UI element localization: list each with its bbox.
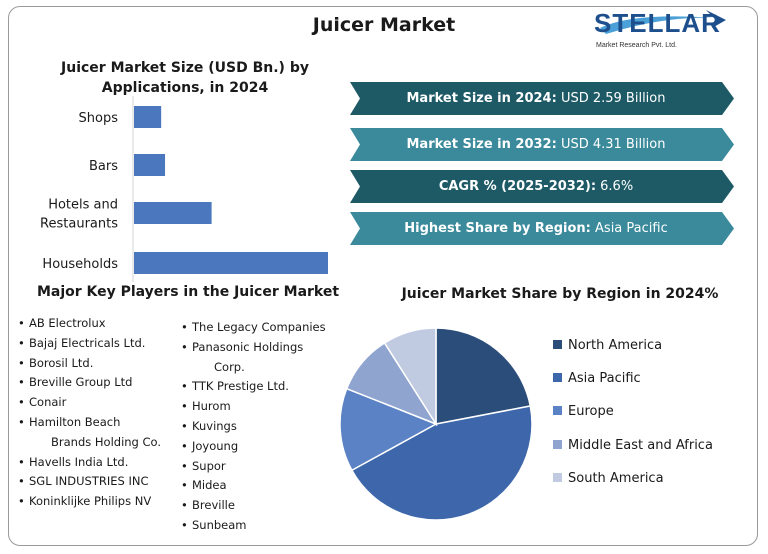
key-players-column-1: AB Electrolux Bajaj Electricals Ltd. Boros…	[18, 314, 188, 512]
legend-label: North America	[568, 338, 663, 353]
key-player-item: Joyoung	[181, 437, 341, 457]
key-player-name: Supor	[192, 458, 226, 473]
legend-label: Asia Pacific	[568, 371, 641, 387]
stellar-logo: STELLAR Market Research Pvt. Ltd.	[594, 6, 734, 54]
key-player-item: Breville Group Ltd	[18, 373, 188, 393]
key-player-item: SGL INDUSTRIES INC	[18, 472, 188, 492]
legend-swatch	[553, 340, 562, 349]
key-player-name: Bajaj Electricals Ltd.	[29, 335, 146, 350]
banner-value: USD 2.59 Billion	[556, 91, 666, 106]
key-player-name: Sunbeam	[192, 517, 247, 532]
bar-category-label: Shops	[79, 111, 119, 126]
banner-highest-share-region: Highest Share by Region: Asia Pacific	[350, 212, 734, 245]
key-player-name: TTK Prestige Ltd.	[192, 379, 289, 394]
banner-market-size-2024: Market Size in 2024: USD 2.59 Billion	[350, 82, 734, 115]
key-player-name: The Legacy Companies	[192, 320, 326, 334]
key-player-name: Midea	[192, 478, 227, 493]
key-player-name: Breville Group Ltd	[29, 375, 133, 390]
key-player-item: Supor	[181, 457, 341, 477]
pie-slice-north-america	[435, 327, 532, 425]
key-player-name: Kuvings	[192, 418, 237, 433]
legend-swatch	[553, 439, 562, 449]
bar-bars	[134, 154, 166, 176]
key-player-name: Borosil Ltd.	[29, 355, 94, 370]
infographic-frame	[8, 6, 758, 546]
banner-market-size-2032: Market Size in 2032: USD 4.31 Billion	[350, 128, 734, 161]
key-player-item: Panasonic Holdings Corp.	[181, 338, 341, 378]
banner-value: 6.6%	[596, 179, 634, 194]
key-player-item: Sunbeam	[181, 516, 341, 536]
key-player-item: TTK Prestige Ltd.	[181, 377, 341, 397]
banner-label: Highest Share by Region:	[404, 221, 591, 236]
key-player-item: Koninklijke Philips NV	[18, 492, 188, 512]
key-player-name: Hamilton Beach	[29, 414, 121, 429]
key-player-name: Hurom	[192, 399, 231, 414]
bar-shops	[134, 106, 162, 128]
key-player-item: Midea	[181, 476, 341, 496]
key-player-name: Koninklijke Philips NV	[29, 494, 152, 509]
legend-label: South America	[568, 470, 664, 486]
pie-chart-title: Juicer Market Share by Region in 2024%	[401, 286, 719, 302]
banner-arrow-shape	[350, 170, 734, 203]
pie-slice-south-america	[383, 327, 437, 427]
legend-label: Europe	[568, 404, 614, 420]
key-player-item: Hurom	[181, 397, 341, 417]
legend-swatch	[553, 406, 562, 416]
banner-label: CAGR % (2025-2032):	[438, 179, 597, 194]
legend-swatch	[553, 472, 562, 482]
legend-item: Asia Pacific	[553, 371, 713, 404]
logo-name: STELLAR	[594, 8, 721, 38]
key-player-item: Bajaj Electricals Ltd.	[18, 334, 188, 354]
banner-arrow-shape	[350, 128, 734, 161]
key-player-item: AB Electrolux	[18, 314, 188, 334]
applications-bar-chart: Shops Bars Hotels and Restaurants Households	[40, 96, 328, 282]
legend-item: North America	[553, 338, 713, 371]
key-player-name: Conair	[29, 395, 67, 410]
key-player-item: Hamilton Beach Brands Holding Co.	[18, 413, 188, 453]
key-player-item: Kuvings	[181, 417, 341, 437]
key-players-column-2: The Legacy Companies Panasonic Holdings Co…	[181, 318, 341, 536]
key-players-title: Major Key Players in the Juicer Market	[36, 284, 340, 300]
key-player-name-continued: Brands Holding Co.	[51, 434, 162, 449]
page-title: Juicer Market	[312, 14, 456, 36]
key-player-item: Breville	[181, 496, 341, 516]
banner-cagr: CAGR % (2025-2032): 6.6%	[350, 170, 734, 203]
key-player-item: The Legacy Companies	[181, 318, 341, 338]
key-player-name: Breville	[192, 498, 235, 513]
banner-arrow-shape	[350, 212, 734, 245]
banner-value: Asia Pacific	[590, 221, 668, 236]
bar-category-label: Bars	[89, 159, 118, 174]
region-share-pie-chart	[339, 327, 533, 521]
banner-arrow-shape	[350, 82, 734, 115]
banner-label: Market Size in 2024:	[406, 91, 557, 106]
bar-households	[134, 252, 328, 274]
key-player-item: Conair	[18, 393, 188, 413]
logo-subtitle: Market Research Pvt. Ltd.	[596, 42, 677, 49]
banner-label: Market Size in 2032:	[406, 137, 557, 152]
legend-swatch	[553, 373, 562, 383]
pie-legend: North America Asia Pacific Europe Middle Ea…	[553, 338, 713, 504]
pie-slice-asia-pacific	[350, 405, 533, 521]
pie-slice-europe	[339, 387, 438, 472]
key-player-name: Havells India Ltd.	[29, 454, 129, 469]
bar-category-label: Hotels and Restaurants	[40, 198, 118, 232]
legend-item: South America	[553, 471, 713, 504]
key-player-item: Borosil Ltd.	[18, 354, 188, 374]
bar-category-label: Households	[42, 257, 118, 272]
legend-item: Europe	[553, 404, 713, 437]
key-player-name: AB Electrolux	[29, 316, 106, 330]
legend-label: Middle East and Africa	[568, 437, 713, 453]
key-player-item: Havells India Ltd.	[18, 453, 188, 473]
key-player-name: Panasonic Holdings	[192, 339, 304, 354]
legend-item: Middle East and Africa	[553, 438, 713, 471]
key-player-name: Joyoung	[192, 438, 239, 453]
key-player-name-continued: Corp.	[214, 359, 245, 374]
bar-chart-title: Juicer Market Size (USD Bn.) by Applicat…	[61, 60, 309, 96]
key-player-name: SGL INDUSTRIES INC	[29, 474, 149, 489]
bar-hotels-and-restaurants	[134, 202, 212, 224]
banner-value: USD 4.31 Billion	[556, 137, 666, 152]
